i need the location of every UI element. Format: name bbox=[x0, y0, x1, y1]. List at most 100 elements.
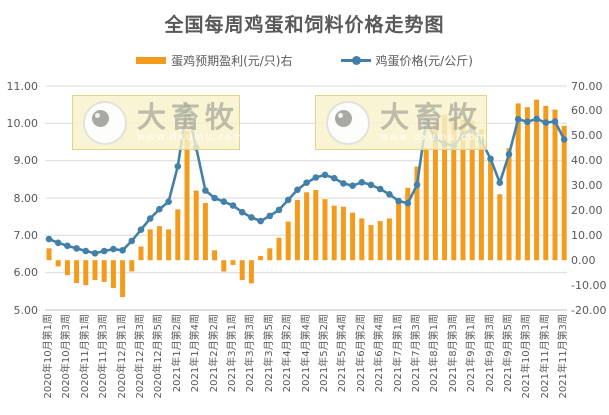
profit-bar bbox=[285, 221, 291, 261]
profit-bar bbox=[414, 166, 420, 261]
x-tick-label: 2021年8月第3周 bbox=[448, 314, 459, 393]
profit-bar bbox=[248, 260, 254, 284]
profit-bar bbox=[239, 260, 245, 281]
x-tick-label: 2021年6月第2周 bbox=[356, 314, 367, 393]
profit-bar bbox=[46, 248, 52, 261]
profit-bar bbox=[166, 229, 172, 261]
profit-bar bbox=[396, 202, 402, 261]
x-tick-label: 2020年10月第1周 bbox=[43, 314, 54, 399]
chart-title: 全国每周鸡蛋和饲料价格走势图 bbox=[164, 14, 445, 36]
profit-bar bbox=[92, 260, 98, 281]
price-point bbox=[422, 118, 430, 125]
right-axis-tick: 40.00 bbox=[571, 154, 603, 167]
price-point bbox=[294, 186, 301, 194]
price-point bbox=[358, 179, 366, 186]
x-tick-label: 2020年10月第3周 bbox=[61, 314, 72, 399]
price-point bbox=[459, 131, 467, 138]
x-tick-label: 2021年9月第1周 bbox=[466, 314, 477, 393]
price-point bbox=[220, 198, 228, 205]
profit-bar bbox=[101, 260, 107, 282]
x-tick-label: 2021年1月第2周 bbox=[172, 314, 183, 393]
price-point bbox=[496, 179, 504, 186]
profit-bar bbox=[202, 203, 208, 261]
left-axis-tick: 6.00 bbox=[13, 266, 39, 279]
price-point bbox=[386, 191, 393, 198]
profit-bar bbox=[83, 260, 89, 286]
x-tick-label: 2021年3月第5周 bbox=[264, 314, 275, 393]
x-tick-label: 2021年3月第1周 bbox=[227, 314, 238, 393]
profit-bar bbox=[294, 200, 300, 261]
profit-bar bbox=[156, 226, 162, 261]
profit-bar bbox=[350, 212, 356, 261]
left-axis-tick: 10.00 bbox=[6, 117, 39, 130]
x-tick-label: 2021年9月第3周 bbox=[485, 314, 496, 393]
x-tick-label: 2021年7月第3周 bbox=[411, 314, 422, 393]
profit-bar bbox=[175, 209, 181, 261]
profit-bar bbox=[432, 123, 438, 261]
price-point bbox=[73, 245, 80, 252]
legend-label-price: 鸡蛋价格(元/公斤) bbox=[375, 54, 473, 68]
price-point bbox=[165, 198, 172, 205]
profit-bar bbox=[524, 107, 530, 261]
x-tick-label: 2021年3月第3周 bbox=[245, 314, 256, 393]
profit-bars bbox=[46, 99, 567, 297]
profit-bar bbox=[543, 105, 549, 261]
profit-bar bbox=[515, 103, 521, 261]
x-tick-label: 2020年12月第1周 bbox=[117, 314, 128, 399]
price-point bbox=[303, 179, 310, 186]
price-point bbox=[110, 245, 117, 253]
price-point bbox=[174, 163, 182, 170]
price-point bbox=[312, 174, 320, 181]
profit-bar bbox=[230, 260, 236, 265]
profit-bar bbox=[469, 121, 475, 261]
price-point bbox=[257, 217, 264, 225]
x-tick-label: 2021年2月第2周 bbox=[209, 314, 220, 393]
profit-bar bbox=[506, 148, 512, 261]
right-axis-tick: -10.00 bbox=[571, 279, 607, 292]
x-tick-label: 2021年11月第1周 bbox=[540, 314, 551, 399]
price-point bbox=[395, 197, 402, 205]
profit-bar bbox=[55, 260, 61, 267]
price-point bbox=[275, 206, 283, 214]
profit-bar bbox=[534, 99, 540, 261]
profit-bar bbox=[276, 237, 282, 261]
price-point bbox=[128, 237, 136, 245]
profit-bar bbox=[340, 206, 346, 261]
profit-bar bbox=[377, 221, 383, 261]
left-axis-tick: 8.00 bbox=[13, 192, 39, 205]
legend: 蛋鸡预期盈利(元/只)右 鸡蛋价格(元/公斤) bbox=[0, 52, 609, 69]
price-point bbox=[54, 239, 62, 247]
profit-bar bbox=[359, 218, 365, 261]
price-point bbox=[183, 103, 191, 110]
profit-bar bbox=[138, 246, 144, 261]
price-point bbox=[468, 126, 476, 133]
x-tick-label: 2021年4月第4周 bbox=[301, 314, 312, 393]
x-tick-label: 2020年11月第3周 bbox=[98, 314, 109, 399]
profit-bar bbox=[313, 190, 319, 261]
profit-bar bbox=[442, 114, 448, 261]
profit-bar bbox=[184, 130, 190, 261]
x-tick-label: 2021年9月第5周 bbox=[503, 314, 514, 393]
x-tick-label: 2021年5月第4周 bbox=[337, 314, 348, 393]
profit-bar bbox=[304, 192, 310, 261]
price-point bbox=[487, 155, 494, 163]
price-point bbox=[450, 142, 458, 149]
left-axis-tick: 5.00 bbox=[13, 304, 39, 317]
profit-bar bbox=[120, 260, 126, 297]
price-point bbox=[542, 119, 550, 126]
price-point bbox=[91, 250, 99, 257]
right-axis-tick: 10.00 bbox=[571, 229, 603, 242]
x-tick-label: 2021年8月第1周 bbox=[429, 314, 440, 393]
price-point bbox=[156, 205, 163, 213]
right-axis-tick: 30.00 bbox=[571, 179, 603, 192]
price-point bbox=[514, 115, 522, 123]
profit-bar bbox=[561, 125, 567, 261]
profit-bar bbox=[405, 187, 411, 261]
price-point bbox=[349, 182, 356, 189]
profit-bar bbox=[423, 148, 429, 261]
price-point bbox=[137, 226, 145, 233]
profit-bar bbox=[460, 119, 466, 261]
price-point bbox=[100, 247, 108, 255]
price-point bbox=[330, 174, 338, 182]
